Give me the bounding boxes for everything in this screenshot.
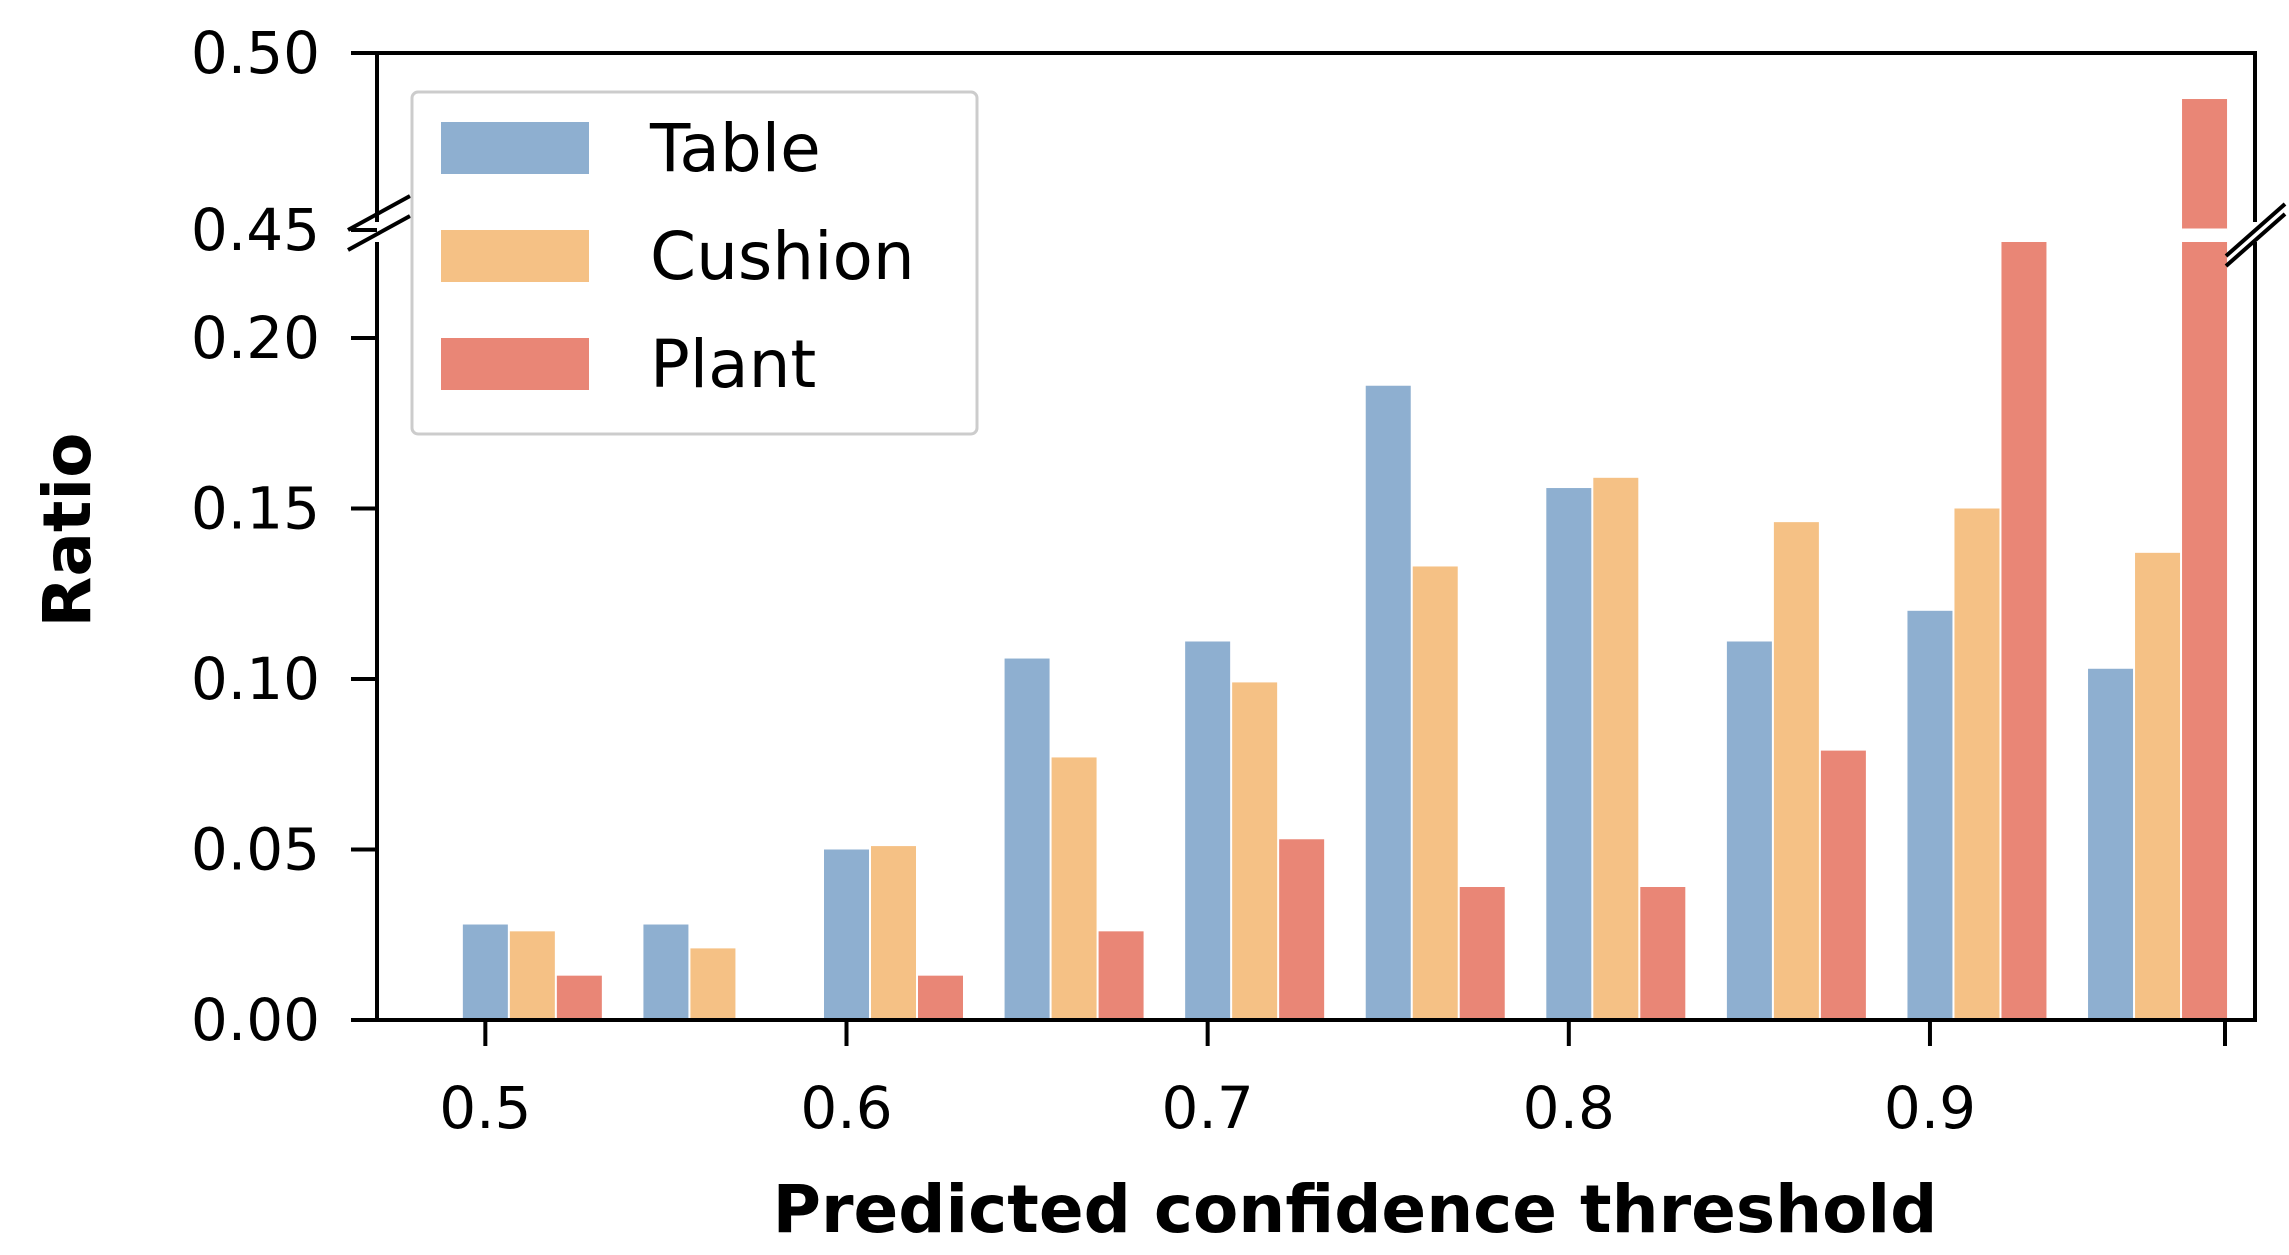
legend-swatch-table [441,122,589,174]
bar-cushion-0.9 [1954,508,2000,1020]
bar-cushion-0.95 [2135,552,2181,1020]
y-tick-0.45: 0.45 [191,196,320,264]
bar-table-0.6 [824,849,869,1020]
legend-item-plant: Plant [441,326,816,403]
y-tick-0.10: 0.10 [191,645,320,713]
legend-swatch-plant [441,338,589,390]
bar-plant-0.5 [556,975,602,1020]
y-tick-0.50: 0.50 [191,19,320,87]
x-tick-0.5: 0.5 [439,1074,531,1142]
bar-plant-0.7 [1279,839,1325,1020]
legend-label-cushion: Cushion [650,218,915,295]
y-tick-0.20: 0.20 [191,304,320,372]
y-tick-0.05: 0.05 [191,816,320,884]
bars-layer [462,99,2228,1020]
bar-table-0.7 [1185,641,1231,1020]
bar-cushion-0.85 [1773,522,1819,1020]
legend-item-table: Table [441,110,821,187]
bar-cushion-0.6 [871,846,916,1020]
bar-cushion-0.55 [690,948,736,1020]
legend: Table Cushion Plant [410,90,979,436]
bar-plant-0.95 [2182,99,2228,1020]
x-tick-0.9: 0.9 [1884,1074,1976,1142]
bar-cushion-0.8 [1593,477,1639,1020]
x-tick-0.7: 0.7 [1162,1074,1254,1142]
plot-frame [375,51,2257,1022]
axis-break-left [347,194,411,252]
bar-plant-0.65 [1098,931,1144,1020]
bar-cushion-0.75 [1412,566,1458,1020]
axis-break-right [2224,202,2287,268]
bar-table-0.8 [1546,488,1592,1020]
bar-cushion-0.7 [1232,682,1278,1020]
bar-table-0.9 [1907,610,1953,1020]
legend-items: Table Cushion Plant [441,110,915,403]
bar-plant-0.8 [1640,887,1686,1020]
bar-table-0.5 [462,924,508,1020]
y-axis-title: Ratio [29,433,106,628]
bar-table-0.55 [643,924,689,1020]
bar-table-0.65 [1004,658,1050,1020]
legend-label-plant: Plant [650,326,816,403]
bar-cushion-0.65 [1051,757,1097,1020]
bar-plant-0.75 [1459,887,1505,1020]
bar-cushion-0.5 [509,931,555,1020]
bar-table-0.95 [2088,668,2134,1020]
bar-table-0.85 [1726,641,1772,1020]
axes-layer [347,51,2287,1022]
bar-plant-0.9 [2001,242,2047,1020]
x-tick-0.6: 0.6 [800,1074,892,1142]
legend-swatch-cushion [441,230,589,282]
legend-label-table: Table [649,110,821,187]
y-tick-0.15: 0.15 [191,475,320,543]
legend-item-cushion: Cushion [441,218,915,295]
bar-plant-0.85 [1820,750,1866,1020]
x-tick-0.8: 0.8 [1523,1074,1615,1142]
y-tick-0.00: 0.00 [191,986,320,1054]
bar-table-0.75 [1365,385,1411,1020]
x-axis-title: Predicted confidence threshold [773,1171,1938,1248]
ticks-layer: 0.00 0.05 0.10 0.15 0.20 0.45 0.50 0.5 0.6 0.7 0.8… [191,19,2227,1142]
bar-plant-0.6 [918,975,963,1020]
